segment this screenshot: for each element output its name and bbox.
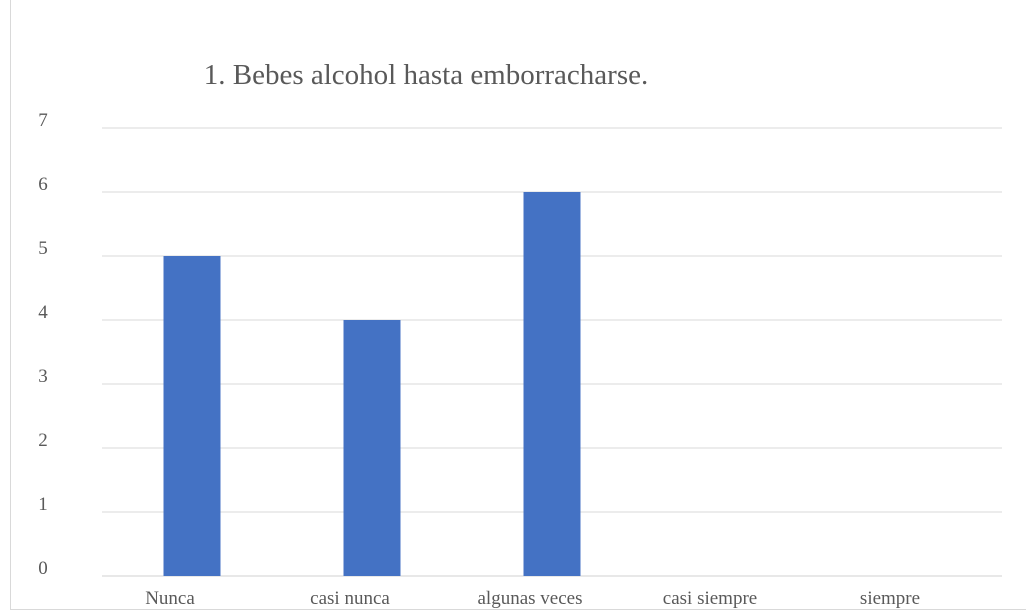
y-tick-label: 2 [38, 430, 48, 451]
y-axis-ticks: 0 1 2 3 4 5 6 7 [38, 110, 48, 579]
y-tick-label: 3 [38, 366, 48, 387]
bar-Nunca [163, 256, 221, 576]
x-category-label: Nunca [145, 588, 195, 609]
x-category-label: casi nunca [310, 588, 390, 609]
bar-casi-nunca [343, 320, 401, 576]
y-tick-label: 1 [38, 494, 48, 515]
y-tick-label: 6 [38, 174, 48, 195]
x-category-label: casi siempre [663, 588, 757, 609]
y-tick-label: 4 [38, 302, 48, 323]
bars [163, 192, 581, 576]
chart-title: 1. Bebes alcohol hasta emborracharse. [204, 59, 649, 91]
bar-algunas-veces [523, 192, 581, 576]
x-category-label: algunas veces [478, 588, 583, 609]
y-tick-label: 7 [38, 110, 48, 131]
y-tick-label: 5 [38, 238, 48, 259]
y-tick-label: 0 [38, 558, 48, 579]
x-axis-labels: Nunca casi nunca algunas veces casi siempre… [145, 588, 920, 609]
x-category-label: siempre [860, 588, 920, 609]
